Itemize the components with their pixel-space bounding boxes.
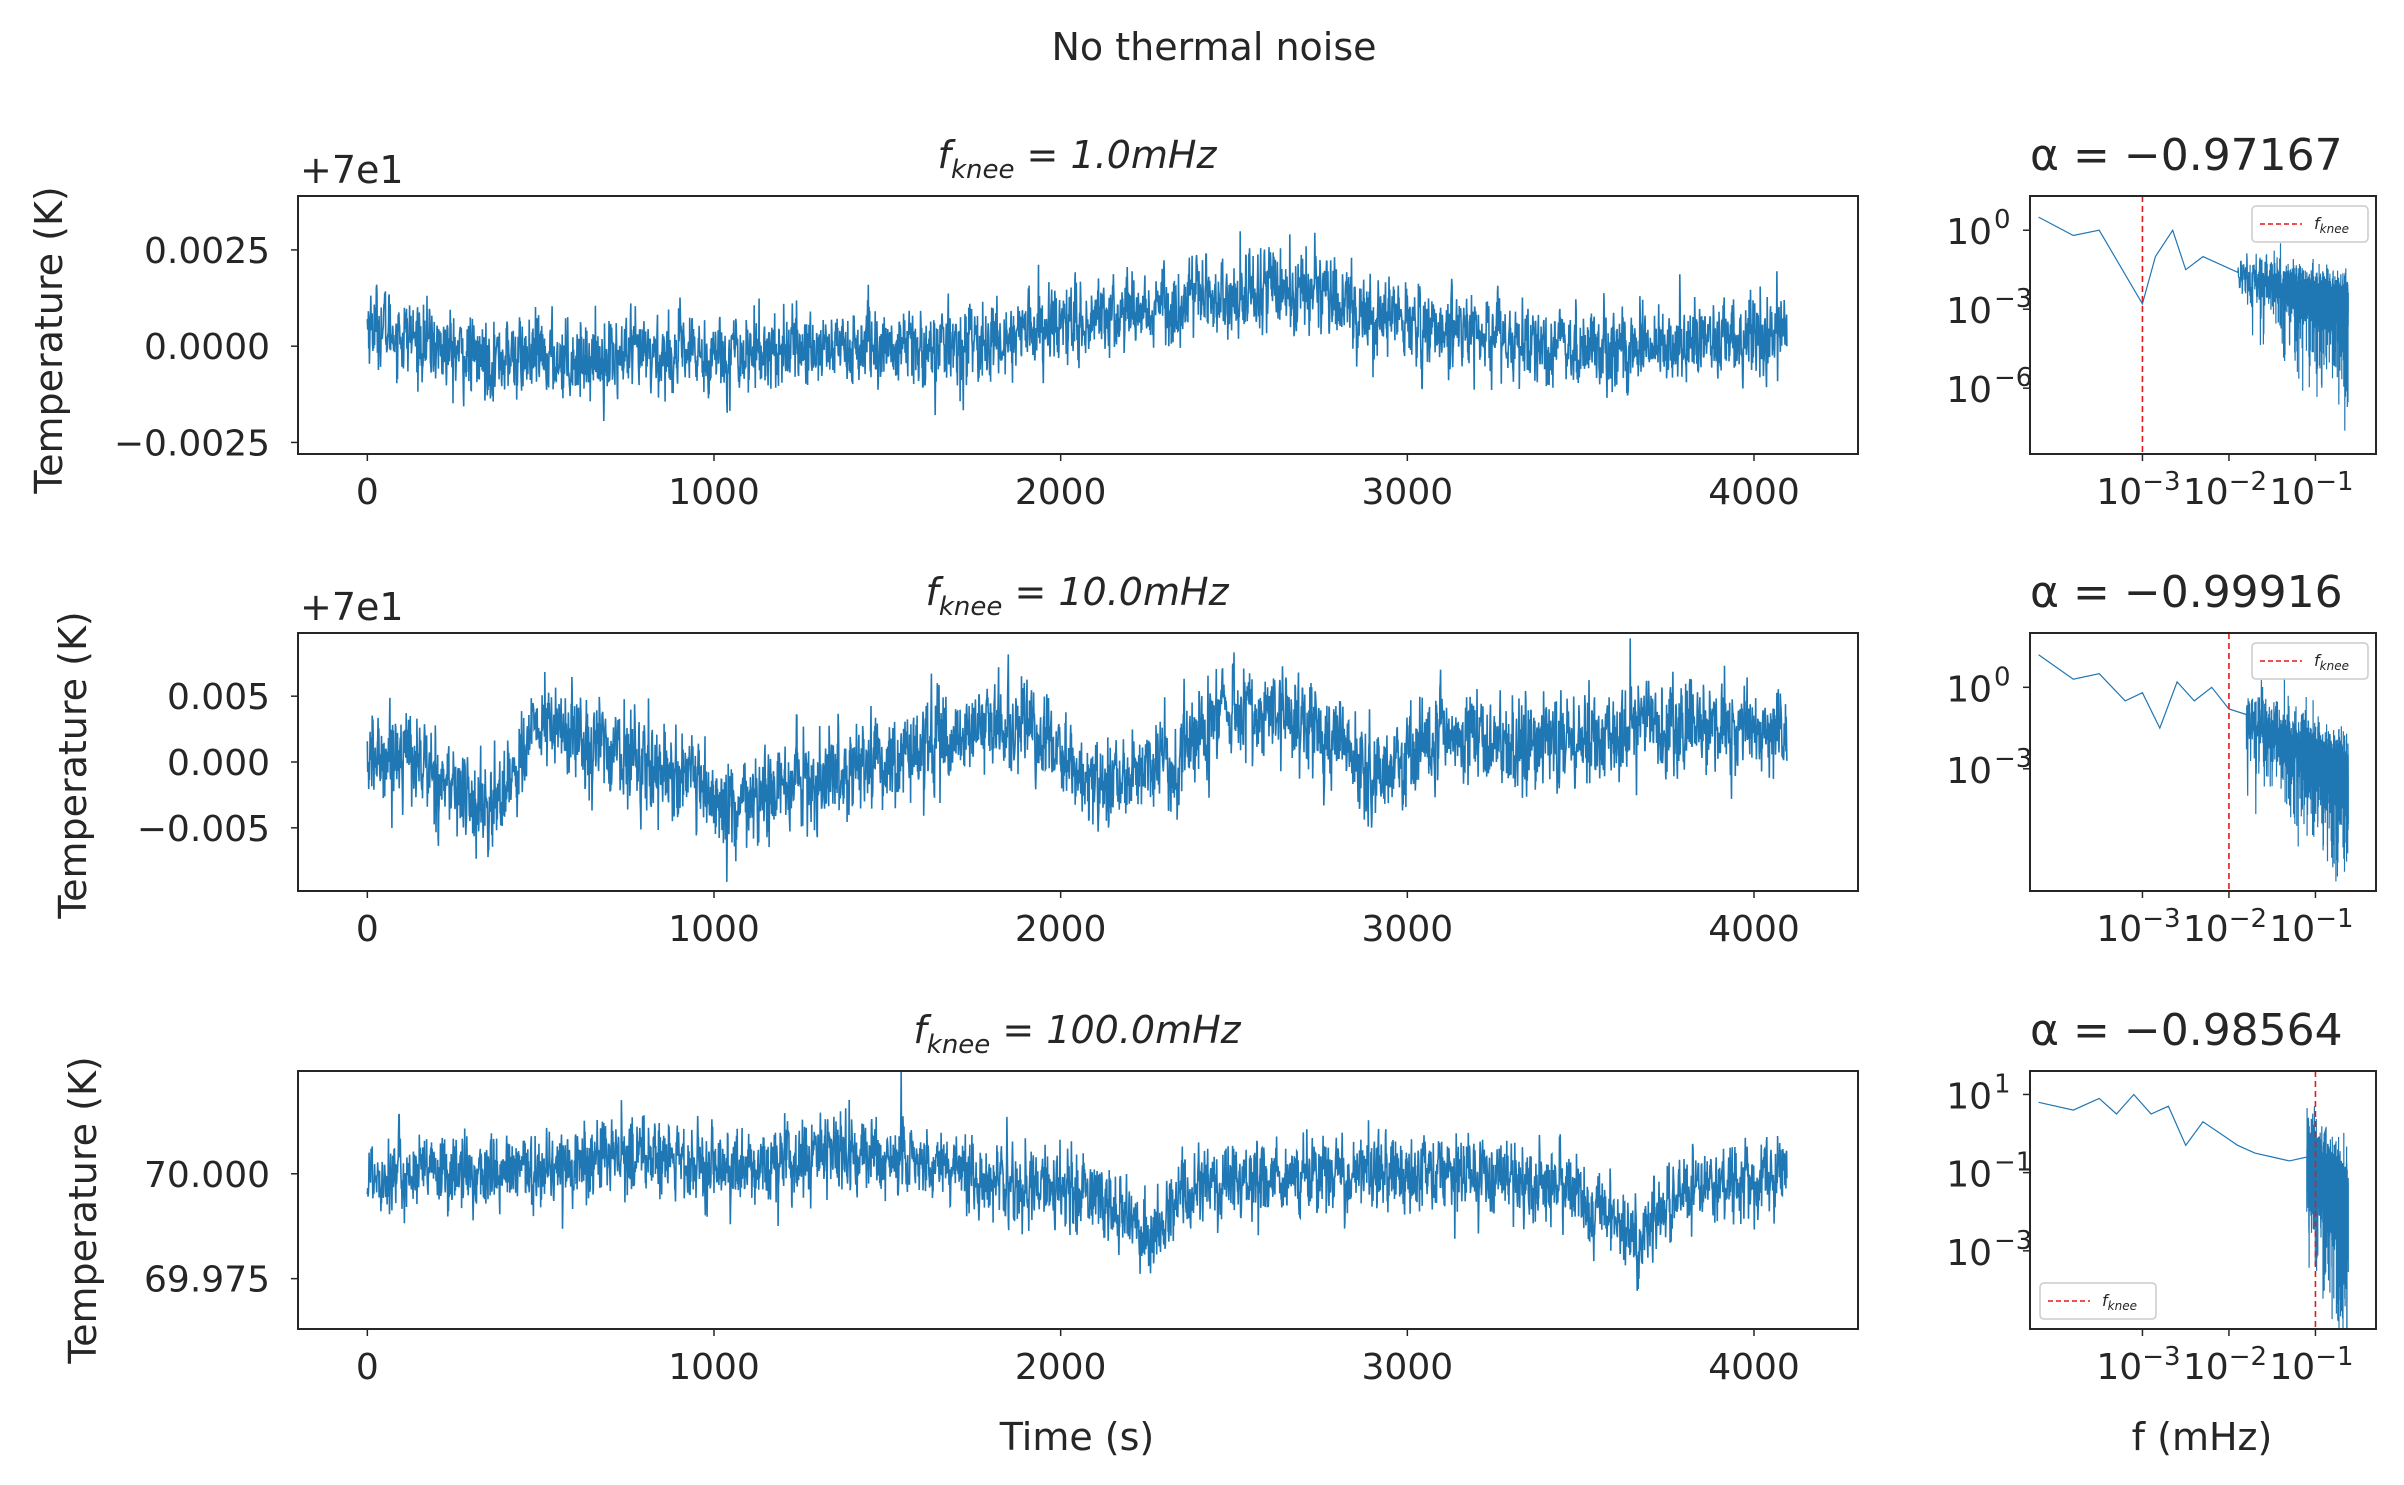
y-tick-label: 69.975	[144, 1260, 270, 1301]
y-tick-label: 10	[1946, 291, 1992, 332]
axes-frame	[2029, 195, 2377, 455]
y-tick-label: 10	[1946, 1233, 1992, 1274]
legend-box	[2251, 642, 2369, 680]
legend-label: fknee	[2102, 1291, 2137, 1313]
x-tick-label: 4000	[1708, 1347, 1800, 1388]
y-tick-exponent: −3	[1994, 744, 2032, 774]
y-tick-exponent: −3	[1994, 284, 2032, 314]
x-tick-label: 1000	[668, 472, 760, 513]
x-tick-label: 1000	[668, 909, 760, 950]
legend-label: fknee	[2314, 651, 2349, 673]
y-tick-label: 10	[1946, 751, 1992, 792]
y-tick-label: 0.0025	[144, 231, 270, 272]
alpha-title-2: α = −0.99916	[2030, 567, 2343, 618]
y-tick-label: 10	[1946, 212, 1992, 253]
x-tick-label: 10−2	[2183, 1342, 2267, 1388]
axes-frame	[297, 195, 1859, 455]
x-tick-label: 10−3	[2096, 467, 2180, 513]
spectrum-line	[2038, 1093, 2349, 1329]
title-1: fknee = 1.0mHz	[938, 133, 1218, 185]
x-tick-label: 4000	[1708, 472, 1800, 513]
spectrum-line	[2038, 654, 2349, 882]
axes-frame	[2029, 632, 2377, 892]
figure-suptitle: No thermal noise	[1051, 25, 1376, 69]
title-2: fknee = 10.0mHz	[925, 570, 1229, 622]
x-tick-label: 10−1	[2269, 904, 2353, 950]
x-tick-label: 4000	[1708, 909, 1800, 950]
y-tick-label: 0.0000	[144, 327, 270, 368]
x-tick-label: 10−2	[2183, 904, 2267, 950]
y-tick-label: 10	[1946, 1076, 1992, 1117]
timeseries-panel-3: 0 1000 2000 3000 4000 69.975 70.000	[144, 1070, 1859, 1388]
x-tick-label: 0	[356, 909, 379, 950]
x-tick-label: 10−2	[2183, 467, 2267, 513]
x-tick-label: 10−1	[2269, 467, 2353, 513]
timeseries-panel-1: 0 1000 2000 3000 4000 −0.0025 0.0000 0.0025	[114, 195, 1859, 513]
title-3: fknee = 100.0mHz	[913, 1008, 1241, 1060]
y-tick-exponent: 0	[1994, 205, 2011, 235]
y-tick-label: −0.0025	[114, 423, 270, 464]
legend: fknee	[2039, 1282, 2157, 1320]
y-tick-exponent: 0	[1994, 662, 2011, 692]
y-tick-label: 10	[1946, 1155, 1992, 1196]
x-tick-label: 2000	[1015, 472, 1107, 513]
series-line	[366, 1071, 1788, 1291]
y-tick-exponent: −1	[1994, 1148, 2032, 1178]
x-tick-label: 10−3	[2096, 1342, 2180, 1388]
x-tick-label: 3000	[1362, 909, 1454, 950]
offset-label-2: +7e1	[300, 585, 404, 629]
y-tick-label: 0.005	[167, 677, 270, 718]
x-tick-label: 10−1	[2269, 1342, 2353, 1388]
x-tick-label: 2000	[1015, 909, 1107, 950]
series-line	[366, 231, 1788, 422]
xlabel-time: Time (s)	[999, 1415, 1155, 1459]
y-tick-label: 10	[1946, 669, 1992, 710]
y-tick-label: 10	[1946, 370, 1992, 411]
axes-frame	[297, 1070, 1859, 1330]
legend: fknee	[2251, 205, 2369, 243]
y-tick-label: 0.000	[167, 743, 270, 784]
x-tick-label: 10−3	[2096, 904, 2180, 950]
alpha-title-1: α = −0.97167	[2030, 130, 2343, 181]
alpha-title-3: α = −0.98564	[2030, 1005, 2343, 1056]
y-tick-label: −0.005	[137, 809, 270, 850]
series-line	[366, 638, 1788, 882]
x-tick-label: 0	[356, 472, 379, 513]
xlabel-freq: f (mHz)	[2132, 1415, 2273, 1459]
y-tick-exponent: −3	[1994, 1226, 2032, 1256]
legend-label: fknee	[2314, 214, 2349, 236]
axes-frame	[2029, 1070, 2377, 1330]
ylabel-2: Temperature (K)	[51, 611, 95, 919]
offset-label-1: +7e1	[300, 148, 404, 192]
legend: fknee	[2251, 642, 2369, 680]
spectrum-line	[2038, 216, 2349, 431]
ylabel-1: Temperature (K)	[27, 186, 71, 494]
timeseries-panel-2: 0 1000 2000 3000 4000 −0.005 0.000 0.005	[137, 632, 1859, 950]
y-tick-exponent: 1	[1994, 1069, 2011, 1099]
y-tick-label: 70.000	[144, 1155, 270, 1196]
x-tick-label: 1000	[668, 1347, 760, 1388]
axes-frame	[297, 632, 1859, 892]
x-tick-label: 0	[356, 1347, 379, 1388]
legend-box	[2039, 1282, 2157, 1320]
x-tick-label: 3000	[1362, 1347, 1454, 1388]
x-tick-label: 2000	[1015, 1347, 1107, 1388]
x-tick-label: 3000	[1362, 472, 1454, 513]
ylabel-3: Temperature (K)	[61, 1056, 105, 1364]
legend-box	[2251, 205, 2369, 243]
y-tick-exponent: −6	[1994, 363, 2032, 393]
